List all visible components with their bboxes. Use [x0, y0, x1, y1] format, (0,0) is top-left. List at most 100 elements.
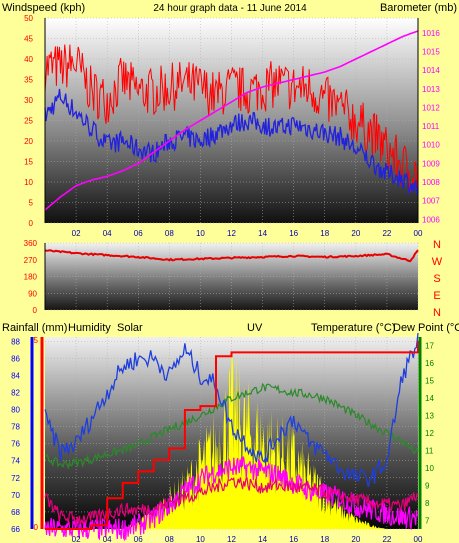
- weather-x-tick-label: 06: [134, 535, 143, 543]
- weather-x-tick-label: 04: [103, 535, 112, 543]
- compass-label: N: [433, 307, 441, 319]
- wind-y-tick-label: 15: [24, 158, 33, 167]
- humidity-y-tick-label: 66: [11, 525, 20, 534]
- weather-x-tick-label: 18: [320, 535, 329, 543]
- temperature-y-tick-label: 7: [425, 516, 430, 525]
- wind-x-tick-label: 16: [289, 229, 298, 238]
- compass-label: W: [432, 256, 443, 268]
- weather-x-tick-label: 20: [351, 535, 360, 543]
- rain-y-tick-label: 5: [34, 336, 39, 345]
- wind-gridlines: [45, 17, 419, 224]
- weather-x-tick-label: 12: [227, 535, 236, 543]
- weather-x-tick-label: 10: [196, 535, 205, 543]
- barometer-y-tick-label: 1013: [422, 85, 440, 94]
- humidity-y-tick-label: 82: [11, 388, 20, 397]
- gust-series-line: [44, 44, 419, 194]
- legend-solar: Solar: [117, 322, 143, 334]
- wind-y-tick-label: 30: [24, 96, 33, 105]
- wind-x-tick-label: 08: [165, 229, 174, 238]
- temperature-y-tick-label: 9: [425, 481, 430, 490]
- barometer-y-tick-label: 1011: [422, 122, 440, 131]
- humidity-y-tick-label: 68: [11, 508, 20, 517]
- direction-y-tick-label: 0: [33, 306, 38, 315]
- temperature-y-tick-label: 15: [425, 377, 434, 386]
- rain-y-tick-label: 0: [34, 523, 39, 532]
- wind-y-tick-label: 40: [24, 55, 33, 64]
- direction-gridlines: [45, 242, 419, 311]
- direction-series: [44, 249, 419, 263]
- weather-x-tick-label: 22: [382, 535, 391, 543]
- wind-y-tick-label: 0: [29, 219, 34, 228]
- legend-uv: UV: [247, 322, 263, 334]
- legend-humidity: Humidity: [68, 322, 111, 334]
- barometer-y-tick-label: 1008: [422, 178, 440, 187]
- humidity-series-line: [44, 333, 419, 488]
- wind-x-tick-label: 12: [227, 229, 236, 238]
- wind-x-tick-label: 14: [258, 229, 267, 238]
- legend-temperature: Temperature (°C): [311, 322, 395, 334]
- wind-x-tick-label: 20: [351, 229, 360, 238]
- wind-series: [44, 30, 419, 211]
- wind-x-tick-label: 06: [134, 229, 143, 238]
- temperature-y-tick-label: 14: [425, 394, 434, 403]
- weather-x-tick-label: 16: [289, 535, 298, 543]
- direction-y-tick-label: 180: [24, 273, 38, 282]
- temperature-y-tick-label: 17: [425, 342, 434, 351]
- barometer-y-tick-label: 1012: [422, 103, 440, 112]
- wind-x-tick-label: 02: [72, 229, 81, 238]
- weather-x-tick-label: 00: [414, 535, 423, 543]
- barometer-y-tick-label: 1007: [422, 197, 440, 206]
- wind-y-tick-label: 45: [24, 35, 33, 44]
- humidity-y-tick-label: 76: [11, 440, 20, 449]
- temperature-y-tick-label: 8: [425, 499, 430, 508]
- temperature-y-tick-label: 11: [425, 446, 434, 455]
- temperature-series-line: [44, 382, 419, 470]
- direction-tick-labels: 0 90 180 270 360: [24, 239, 38, 315]
- temperature-y-tick-label: 12: [425, 429, 434, 438]
- wind-y-tick-label: 35: [24, 76, 33, 85]
- wind-y-tick-label: 50: [24, 14, 33, 23]
- weather-x-tick-label: 14: [258, 535, 267, 543]
- direction-y-tick-label: 90: [28, 289, 37, 298]
- barometer-y-tick-label: 1009: [422, 159, 440, 168]
- humidity-y-tick-label: 72: [11, 474, 20, 483]
- weather-x-tick-label: 08: [165, 535, 174, 543]
- temperature-y-tick-label: 13: [425, 412, 434, 421]
- humidity-y-tick-label: 84: [11, 371, 20, 380]
- humidity-y-tick-label: 86: [11, 354, 20, 363]
- solar-series-area: [45, 351, 418, 529]
- legend-rainfall: Rainfall (mm): [2, 322, 67, 334]
- humidity-y-tick-label: 74: [11, 457, 20, 466]
- direction-y-tick-label: 360: [24, 239, 38, 248]
- wind-y-tick-label: 25: [24, 117, 33, 126]
- humidity-y-tick-label: 78: [11, 423, 20, 432]
- weather-series: [44, 333, 419, 542]
- legend-dewpoint: Dew Point (°C: [393, 322, 459, 334]
- wind-x-tick-label: 22: [382, 229, 391, 238]
- barometer-y-tick-label: 1014: [422, 66, 440, 75]
- humidity-y-tick-label: 80: [11, 406, 20, 415]
- compass-label: E: [433, 290, 440, 302]
- wind-x-tick-label: 18: [320, 229, 329, 238]
- wind-y-tick-label: 10: [24, 178, 33, 187]
- barometer-y-tick-label: 1010: [422, 141, 440, 150]
- wind-tick-labels: 0510152025303540455010061007100810091010…: [24, 14, 440, 238]
- weather-tick-labels: 6668707274767880828486887891011121314151…: [11, 336, 434, 543]
- chart-title: 24 hour graph data - 11 June 2014: [153, 3, 307, 14]
- windspeed-axis-label: Windspeed (kph): [2, 2, 85, 14]
- average-wind-series-line: [44, 88, 419, 196]
- compass-label: S: [433, 273, 440, 285]
- wind-x-tick-label: 10: [196, 229, 205, 238]
- barometer-y-tick-label: 1016: [422, 29, 440, 38]
- wind-y-tick-label: 5: [29, 199, 34, 208]
- wind-y-tick-label: 20: [24, 137, 33, 146]
- barometer-y-tick-label: 1015: [422, 48, 440, 57]
- barometer-axis-label: Barometer (mb): [380, 2, 457, 14]
- weather-x-tick-label: 02: [72, 535, 81, 543]
- wind-x-tick-label: 00: [414, 229, 423, 238]
- barometer-series-line: [44, 30, 419, 211]
- barometer-y-tick-label: 1006: [422, 215, 440, 224]
- direction-y-tick-label: 270: [24, 256, 38, 265]
